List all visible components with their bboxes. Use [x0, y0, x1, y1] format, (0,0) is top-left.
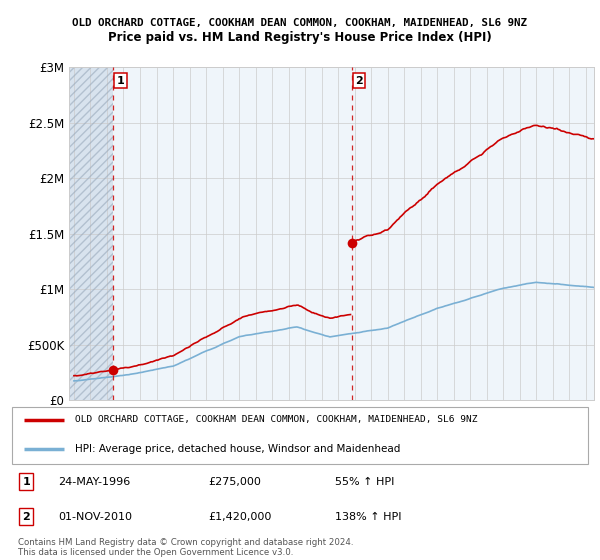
Text: Contains HM Land Registry data © Crown copyright and database right 2024.
This d: Contains HM Land Registry data © Crown c… [18, 538, 353, 557]
Text: 1: 1 [23, 477, 30, 487]
Text: 138% ↑ HPI: 138% ↑ HPI [335, 512, 401, 521]
Bar [69, 67, 113, 400]
Text: 2: 2 [355, 76, 363, 86]
Text: 24-MAY-1996: 24-MAY-1996 [58, 477, 130, 487]
Text: OLD ORCHARD COTTAGE, COOKHAM DEAN COMMON, COOKHAM, MAIDENHEAD, SL6 9NZ: OLD ORCHARD COTTAGE, COOKHAM DEAN COMMON… [73, 18, 527, 28]
Text: HPI: Average price, detached house, Windsor and Maidenhead: HPI: Average price, detached house, Wind… [76, 444, 401, 454]
FancyBboxPatch shape [12, 407, 588, 464]
Text: £1,420,000: £1,420,000 [208, 512, 271, 521]
Text: OLD ORCHARD COTTAGE, COOKHAM DEAN COMMON, COOKHAM, MAIDENHEAD, SL6 9NZ: OLD ORCHARD COTTAGE, COOKHAM DEAN COMMON… [76, 415, 478, 424]
Text: 2: 2 [23, 512, 30, 521]
Text: Price paid vs. HM Land Registry's House Price Index (HPI): Price paid vs. HM Land Registry's House … [108, 31, 492, 44]
Text: 55% ↑ HPI: 55% ↑ HPI [335, 477, 394, 487]
Bar [69, 67, 113, 400]
Text: 1: 1 [117, 76, 124, 86]
Bar [113, 67, 594, 400]
Text: £275,000: £275,000 [208, 477, 261, 487]
Text: 01-NOV-2010: 01-NOV-2010 [58, 512, 132, 521]
